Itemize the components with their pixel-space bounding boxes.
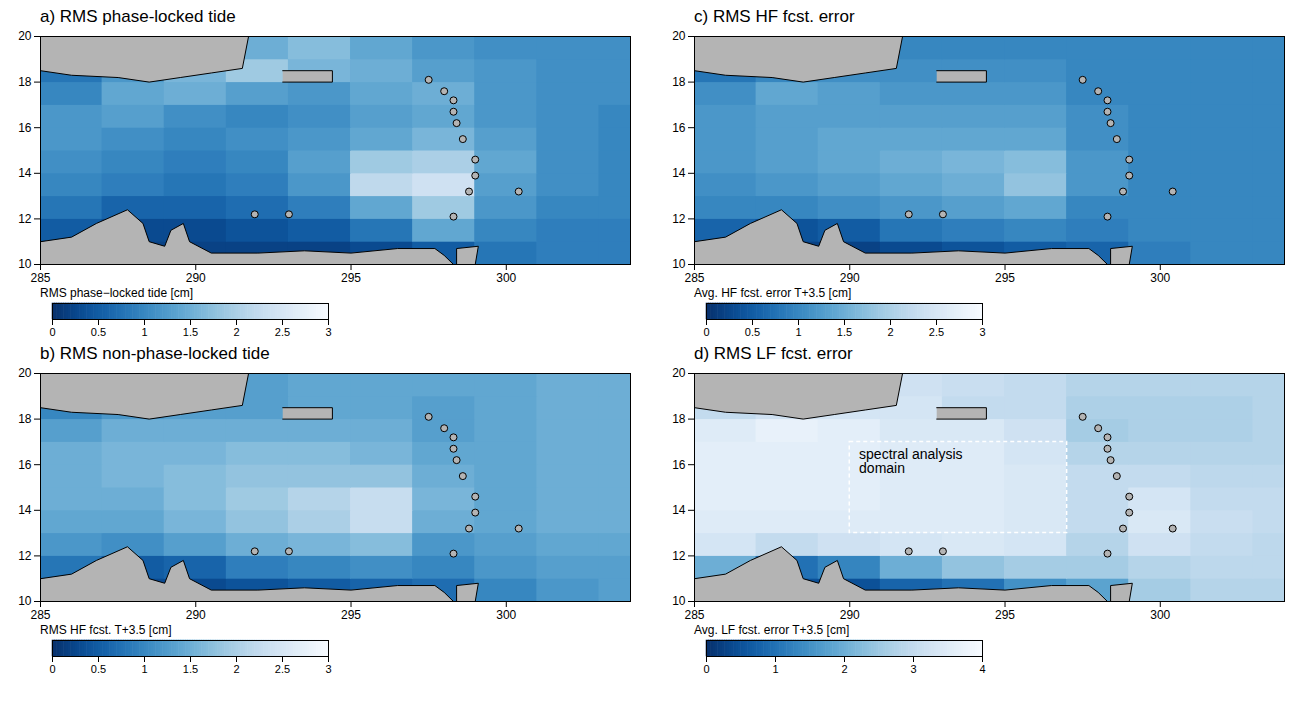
svg-text:3: 3 <box>979 326 985 337</box>
svg-text:3: 3 <box>325 663 331 674</box>
svg-text:12: 12 <box>18 549 32 563</box>
svg-text:1.5: 1.5 <box>183 326 198 337</box>
svg-text:10: 10 <box>672 257 686 271</box>
svg-text:18: 18 <box>18 412 32 426</box>
svg-text:2: 2 <box>233 326 239 337</box>
svg-text:2: 2 <box>233 663 239 674</box>
svg-text:1.5: 1.5 <box>837 326 852 337</box>
html-text:c) RMS HF fcst. error: c) RMS HF fcst. error <box>694 7 855 26</box>
html-text:Avg. HF fcst. error T+3.5 [cm]: Avg. HF fcst. error T+3.5 [cm] <box>694 286 852 300</box>
svg-text:2.5: 2.5 <box>275 663 290 674</box>
svg-text:1: 1 <box>795 326 801 337</box>
svg-text:2.5: 2.5 <box>929 326 944 337</box>
svg-text:12: 12 <box>672 212 686 226</box>
svg-text:0.5: 0.5 <box>91 663 106 674</box>
svg-text:18: 18 <box>672 75 686 89</box>
svg-text:2: 2 <box>841 663 847 674</box>
svg-text:1: 1 <box>141 663 147 674</box>
svg-text:285: 285 <box>30 608 50 622</box>
svg-text:16: 16 <box>672 121 686 135</box>
svg-text:290: 290 <box>186 271 206 285</box>
svg-text:10: 10 <box>18 594 32 608</box>
html-text:RMS phase−locked tide [cm]: RMS phase−locked tide [cm] <box>40 286 194 300</box>
svg-text:18: 18 <box>672 412 686 426</box>
svg-text:16: 16 <box>672 458 686 472</box>
svg-text:295: 295 <box>995 608 1015 622</box>
svg-text:16: 16 <box>18 121 32 135</box>
svg-text:300: 300 <box>1150 608 1170 622</box>
svg-text:1: 1 <box>772 663 778 674</box>
html-text:b) RMS non-phase-locked tide: b) RMS non-phase-locked tide <box>40 344 270 363</box>
svg-text:295: 295 <box>341 271 361 285</box>
html-text:a) RMS phase-locked tide: a) RMS phase-locked tide <box>40 7 236 26</box>
html-text:RMS HF fcst. T+3.5 [cm]: RMS HF fcst. T+3.5 [cm] <box>40 623 172 637</box>
svg-text:295: 295 <box>341 608 361 622</box>
svg-text:10: 10 <box>672 594 686 608</box>
svg-text:20: 20 <box>672 29 686 43</box>
html-text:Avg. LF fcst. error T+3.5 [cm]: Avg. LF fcst. error T+3.5 [cm] <box>694 623 850 637</box>
svg-text:0: 0 <box>49 663 55 674</box>
svg-text:1.5: 1.5 <box>183 663 198 674</box>
svg-text:3: 3 <box>325 326 331 337</box>
svg-text:0.5: 0.5 <box>91 326 106 337</box>
svg-text:3: 3 <box>910 663 916 674</box>
svg-text:14: 14 <box>18 503 32 517</box>
svg-text:290: 290 <box>840 271 860 285</box>
svg-text:20: 20 <box>18 29 32 43</box>
svg-text:300: 300 <box>496 608 516 622</box>
svg-text:14: 14 <box>672 503 686 517</box>
svg-text:0: 0 <box>49 326 55 337</box>
svg-text:16: 16 <box>18 458 32 472</box>
svg-text:285: 285 <box>684 608 704 622</box>
svg-text:285: 285 <box>30 271 50 285</box>
svg-text:14: 14 <box>672 166 686 180</box>
svg-text:290: 290 <box>840 608 860 622</box>
svg-text:20: 20 <box>672 366 686 380</box>
svg-text:12: 12 <box>672 549 686 563</box>
svg-text:300: 300 <box>496 271 516 285</box>
html-text:d) RMS LF fcst. error: d) RMS LF fcst. error <box>694 344 853 363</box>
svg-text:20: 20 <box>18 366 32 380</box>
svg-text:0: 0 <box>703 663 709 674</box>
svg-text:285: 285 <box>684 271 704 285</box>
svg-text:1: 1 <box>141 326 147 337</box>
svg-text:0: 0 <box>703 326 709 337</box>
svg-text:12: 12 <box>18 212 32 226</box>
svg-text:300: 300 <box>1150 271 1170 285</box>
svg-text:295: 295 <box>995 271 1015 285</box>
svg-text:0.5: 0.5 <box>745 326 760 337</box>
svg-text:spectral analysisdomain: spectral analysisdomain <box>859 446 963 476</box>
svg-text:2: 2 <box>887 326 893 337</box>
svg-text:10: 10 <box>18 257 32 271</box>
svg-text:14: 14 <box>18 166 32 180</box>
svg-text:4: 4 <box>979 663 985 674</box>
svg-text:18: 18 <box>18 75 32 89</box>
svg-text:290: 290 <box>186 608 206 622</box>
svg-text:2.5: 2.5 <box>275 326 290 337</box>
